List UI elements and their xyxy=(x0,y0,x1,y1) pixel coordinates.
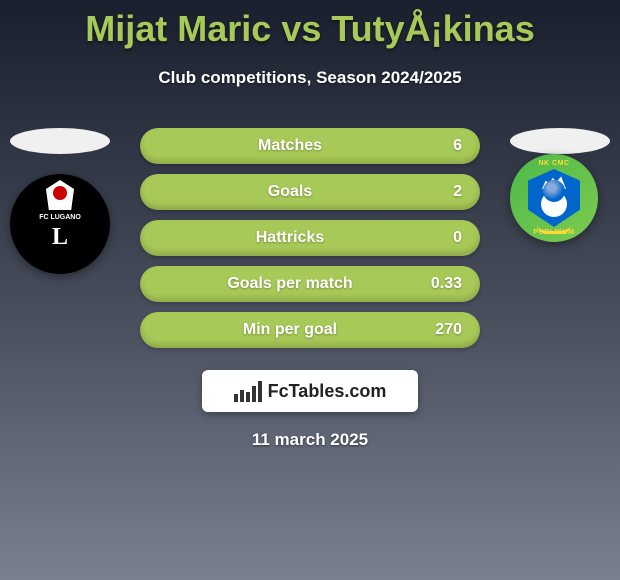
stat-value: 6 xyxy=(422,137,462,155)
team-left-shadow-ellipse xyxy=(10,128,110,154)
brand-name: FcTables.com xyxy=(268,381,387,402)
team-right-label-bottom: PUBLIKUM xyxy=(534,229,575,236)
bar-chart-icon xyxy=(234,380,262,402)
team-right-badge: NK CMC PUBLIKUM xyxy=(510,154,598,242)
comparison-date: 11 march 2025 xyxy=(0,430,620,450)
stat-value: 0 xyxy=(422,229,462,247)
stat-value: 2 xyxy=(422,183,462,201)
stat-label: Matches xyxy=(158,137,422,155)
soccer-ball-icon xyxy=(543,180,565,202)
stat-row-hattricks: Hattricks 0 xyxy=(140,220,480,256)
comparison-title: Mijat Maric vs TutyÅ¡kinas xyxy=(0,0,620,50)
team-left-label: FC LUGANO xyxy=(39,214,81,221)
stat-value: 270 xyxy=(422,321,462,339)
comparison-content: FC LUGANO L NK CMC PUBLIKUM Matches 6 Go… xyxy=(0,128,620,450)
team-right-container: NK CMC PUBLIKUM xyxy=(510,128,610,242)
comparison-subtitle: Club competitions, Season 2024/2025 xyxy=(0,68,620,88)
stat-value: 0.33 xyxy=(422,275,462,293)
team-left-monogram: L xyxy=(52,224,68,251)
stat-label: Min per goal xyxy=(158,321,422,339)
stat-row-min-per-goal: Min per goal 270 xyxy=(140,312,480,348)
stat-row-matches: Matches 6 xyxy=(140,128,480,164)
brand-content: FcTables.com xyxy=(234,380,387,402)
team-right-label-top: NK CMC xyxy=(539,160,570,167)
stats-list: Matches 6 Goals 2 Hattricks 0 Goals per … xyxy=(140,128,480,348)
stat-label: Goals per match xyxy=(158,275,422,293)
team-left-badge: FC LUGANO L xyxy=(10,174,110,274)
team-right-shadow-ellipse xyxy=(510,128,610,154)
stat-row-goals: Goals 2 xyxy=(140,174,480,210)
stat-label: Goals xyxy=(158,183,422,201)
stat-row-goals-per-match: Goals per match 0.33 xyxy=(140,266,480,302)
brand-attribution: FcTables.com xyxy=(202,370,418,412)
stat-label: Hattricks xyxy=(158,229,422,247)
team-left-container: FC LUGANO L xyxy=(10,128,110,274)
